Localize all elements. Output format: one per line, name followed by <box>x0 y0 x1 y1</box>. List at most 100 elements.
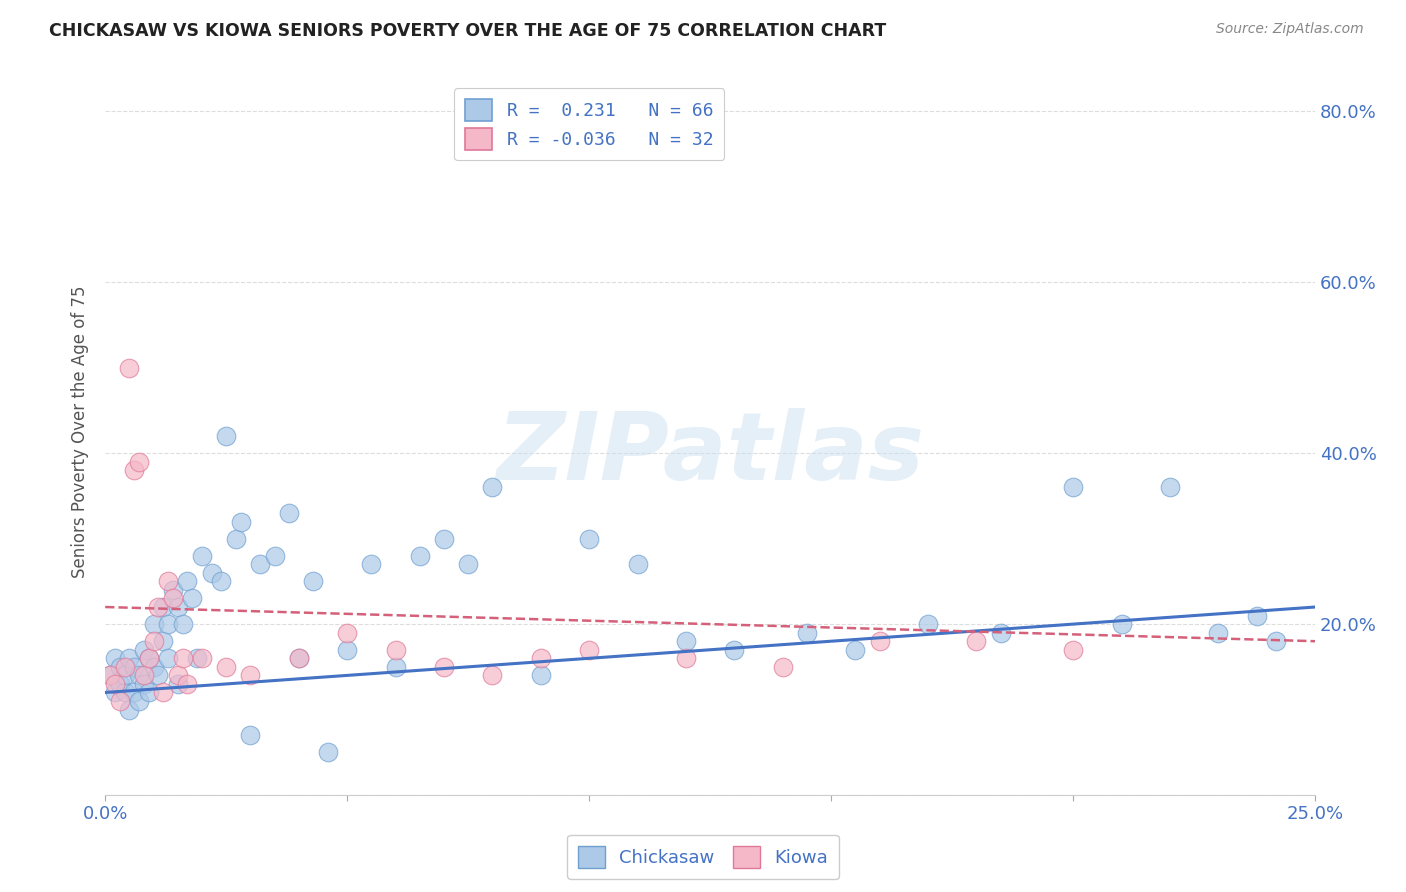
Legend: R =  0.231   N = 66, R = -0.036   N = 32: R = 0.231 N = 66, R = -0.036 N = 32 <box>454 88 724 161</box>
Point <box>626 558 648 572</box>
Point <box>181 591 204 606</box>
Point <box>118 703 141 717</box>
Point <box>457 558 479 572</box>
Point <box>481 668 503 682</box>
Point <box>162 582 184 597</box>
Point <box>157 651 180 665</box>
Point <box>578 532 600 546</box>
Point <box>157 617 180 632</box>
Point <box>433 532 456 546</box>
Point <box>336 625 359 640</box>
Point <box>166 600 188 615</box>
Point <box>336 642 359 657</box>
Point <box>108 677 131 691</box>
Point <box>172 617 194 632</box>
Point <box>152 634 174 648</box>
Point <box>132 668 155 682</box>
Point <box>118 651 141 665</box>
Y-axis label: Seniors Poverty Over the Age of 75: Seniors Poverty Over the Age of 75 <box>72 285 89 578</box>
Point <box>142 634 165 648</box>
Point <box>132 677 155 691</box>
Point <box>104 677 127 691</box>
Point <box>1159 480 1181 494</box>
Point <box>132 642 155 657</box>
Point <box>166 677 188 691</box>
Legend: Chickasaw, Kiowa: Chickasaw, Kiowa <box>567 835 839 879</box>
Point <box>433 660 456 674</box>
Point <box>201 566 224 580</box>
Point <box>148 600 170 615</box>
Point <box>122 685 145 699</box>
Point <box>360 558 382 572</box>
Point <box>148 668 170 682</box>
Text: ZIPatlas: ZIPatlas <box>496 408 924 500</box>
Point <box>128 455 150 469</box>
Point <box>1062 480 1084 494</box>
Point <box>142 660 165 674</box>
Point <box>965 634 987 648</box>
Point <box>1062 642 1084 657</box>
Point <box>578 642 600 657</box>
Point <box>186 651 208 665</box>
Point <box>225 532 247 546</box>
Point <box>138 651 160 665</box>
Text: Source: ZipAtlas.com: Source: ZipAtlas.com <box>1216 22 1364 37</box>
Point <box>675 651 697 665</box>
Point <box>239 668 262 682</box>
Point <box>229 515 252 529</box>
Point <box>990 625 1012 640</box>
Point <box>278 506 301 520</box>
Point <box>122 660 145 674</box>
Point <box>215 429 238 443</box>
Point <box>917 617 939 632</box>
Point <box>138 685 160 699</box>
Point <box>1208 625 1230 640</box>
Point <box>157 574 180 589</box>
Point <box>215 660 238 674</box>
Point <box>1111 617 1133 632</box>
Point <box>384 660 406 674</box>
Point <box>114 660 136 674</box>
Point <box>176 574 198 589</box>
Point <box>118 360 141 375</box>
Point <box>176 677 198 691</box>
Point <box>114 668 136 682</box>
Point <box>162 591 184 606</box>
Point <box>796 625 818 640</box>
Point <box>869 634 891 648</box>
Point <box>128 668 150 682</box>
Point <box>409 549 432 563</box>
Point <box>239 728 262 742</box>
Point <box>191 549 214 563</box>
Point <box>1246 608 1268 623</box>
Point <box>122 463 145 477</box>
Point <box>288 651 311 665</box>
Point <box>288 651 311 665</box>
Point <box>481 480 503 494</box>
Text: CHICKASAW VS KIOWA SENIORS POVERTY OVER THE AGE OF 75 CORRELATION CHART: CHICKASAW VS KIOWA SENIORS POVERTY OVER … <box>49 22 886 40</box>
Point <box>384 642 406 657</box>
Point <box>530 651 553 665</box>
Point <box>249 558 271 572</box>
Point <box>152 600 174 615</box>
Point <box>98 668 121 682</box>
Point <box>128 694 150 708</box>
Point <box>172 651 194 665</box>
Point <box>723 642 745 657</box>
Point <box>98 668 121 682</box>
Point <box>263 549 285 563</box>
Point <box>209 574 232 589</box>
Point <box>152 685 174 699</box>
Point <box>104 651 127 665</box>
Point <box>302 574 325 589</box>
Point <box>530 668 553 682</box>
Point <box>1265 634 1288 648</box>
Point <box>108 660 131 674</box>
Point <box>772 660 794 674</box>
Point <box>104 685 127 699</box>
Point <box>166 668 188 682</box>
Point <box>138 651 160 665</box>
Point <box>142 617 165 632</box>
Point <box>191 651 214 665</box>
Point <box>675 634 697 648</box>
